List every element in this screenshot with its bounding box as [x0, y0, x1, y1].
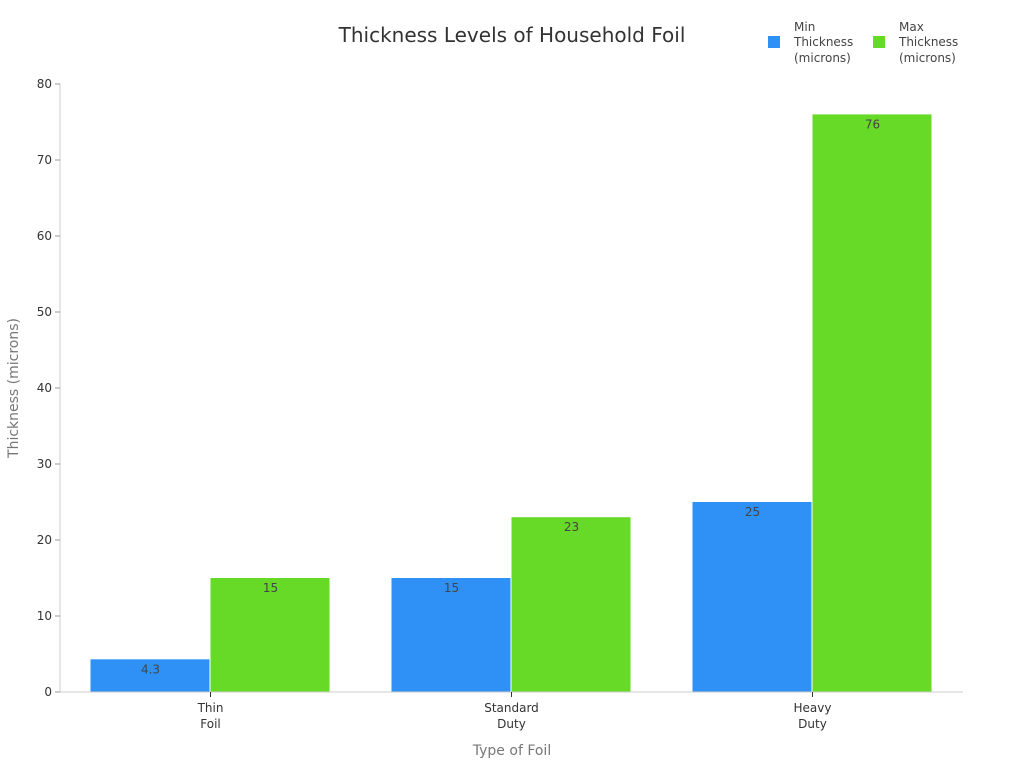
x-tick-label: Thin Foil	[197, 701, 224, 731]
y-tick-label: 50	[37, 305, 52, 319]
bar-value-label: 23	[564, 520, 579, 534]
legend-label-min-1: Min	[794, 20, 815, 34]
bar-value-label: 76	[865, 117, 880, 131]
legend-label-min-2: Thickness	[793, 35, 853, 49]
bar[interactable]	[90, 659, 210, 692]
bar-value-label: 4.3	[141, 662, 160, 676]
y-axis: 0 10 20 30 40 50 60 70 80	[37, 77, 61, 699]
legend-swatch-min	[768, 36, 780, 48]
legend-item-min[interactable]: Min Thickness (microns)	[768, 20, 853, 65]
bars: 4.3 15 15 23 25 76	[90, 114, 932, 692]
y-tick-label: 30	[37, 457, 52, 471]
chart-title: Thickness Levels of Household Foil	[338, 23, 686, 47]
legend-label-max-2: Thickness	[898, 35, 958, 49]
legend-label-max-3: (microns)	[899, 51, 956, 65]
bar[interactable]	[511, 517, 631, 692]
y-tick-label: 20	[37, 533, 52, 547]
bar[interactable]	[210, 578, 330, 692]
y-tick-label: 70	[37, 153, 52, 167]
x-tick-label: Standard Duty	[484, 701, 539, 731]
bar[interactable]	[391, 578, 511, 692]
y-tick-label: 80	[37, 77, 52, 91]
bar-value-label: 15	[263, 581, 278, 595]
bar[interactable]	[812, 114, 932, 692]
legend-label-min-3: (microns)	[794, 51, 851, 65]
x-axis-label: Type of Foil	[472, 743, 551, 759]
x-tick-label: Heavy Duty	[794, 701, 832, 731]
y-tick-label: 40	[37, 381, 52, 395]
bar-value-label: 25	[745, 505, 760, 519]
bar-value-label: 15	[444, 581, 459, 595]
bar[interactable]	[692, 502, 812, 692]
legend: Min Thickness (microns) Max Thickness (micro…	[768, 20, 958, 65]
y-axis-label: Thickness (microns)	[6, 318, 22, 459]
legend-swatch-max	[873, 36, 885, 48]
legend-item-max[interactable]: Max Thickness (microns)	[873, 20, 958, 65]
y-tick-label: 60	[37, 229, 52, 243]
legend-label-max-1: Max	[899, 20, 924, 34]
x-axis: Thin Foil Standard Duty Heavy Duty	[60, 691, 963, 731]
y-tick-label: 0	[44, 685, 52, 699]
y-tick-label: 10	[37, 609, 52, 623]
